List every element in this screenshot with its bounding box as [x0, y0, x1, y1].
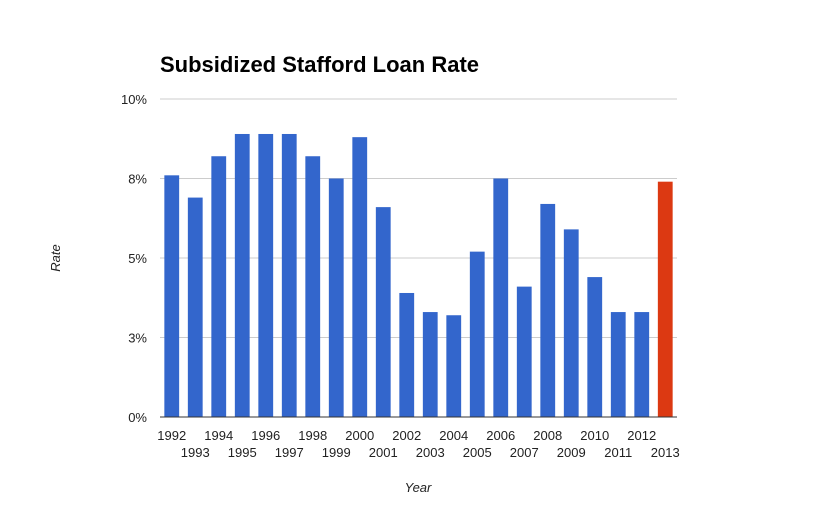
- x-axis-label: Year: [405, 480, 432, 495]
- x-tick-label: 2009: [557, 445, 586, 460]
- y-tick-label: 0%: [128, 410, 147, 425]
- bar-1994: [211, 156, 227, 418]
- bar-2013: [657, 181, 673, 417]
- x-tick-label: 2012: [627, 428, 656, 443]
- chart-title: Subsidized Stafford Loan Rate: [160, 52, 479, 77]
- x-tick-label: 1993: [181, 445, 210, 460]
- y-axis-ticks: 0% 3% 5% 8% 10%: [121, 92, 147, 425]
- x-tick-label: 2003: [416, 445, 445, 460]
- bar-1995: [234, 133, 250, 418]
- x-tick-label: 1996: [251, 428, 280, 443]
- bar-1997: [281, 133, 297, 418]
- y-tick-label: 10%: [121, 92, 147, 107]
- bar-1999: [328, 178, 344, 417]
- bar-2009: [563, 229, 579, 417]
- y-tick-label: 3%: [128, 331, 147, 346]
- x-tick-label: 2005: [463, 445, 492, 460]
- x-tick-label: 2008: [533, 428, 562, 443]
- x-tick-label: 1997: [275, 445, 304, 460]
- bar-2012: [634, 312, 650, 417]
- bar-1992: [164, 175, 180, 417]
- x-axis-ticks: 1992 1993 1994 1995 1996 1997 1998 1999 2000 2001…: [157, 428, 679, 460]
- x-tick-label: 2000: [345, 428, 374, 443]
- bar-2003: [422, 312, 438, 417]
- bar-2000: [352, 137, 368, 417]
- bar-2001: [375, 207, 391, 417]
- x-tick-label: 2011: [604, 445, 632, 460]
- bar-2007: [516, 286, 532, 417]
- x-tick-label: 1992: [157, 428, 186, 443]
- x-tick-label: 2001: [369, 445, 398, 460]
- bar-2004: [446, 315, 462, 417]
- bar-1993: [187, 197, 203, 417]
- y-axis-label: Rate: [48, 244, 63, 271]
- x-tick-label: 1998: [298, 428, 327, 443]
- bar-1996: [258, 133, 274, 418]
- bar-2005: [469, 251, 485, 417]
- bar-2002: [399, 292, 415, 417]
- x-tick-label: 2007: [510, 445, 539, 460]
- bar-1998: [305, 156, 321, 418]
- y-tick-label: 5%: [128, 251, 147, 266]
- bar-2008: [540, 203, 556, 417]
- x-tick-label: 1994: [204, 428, 233, 443]
- bar-2006: [493, 178, 509, 417]
- x-tick-label: 2002: [392, 428, 421, 443]
- x-tick-label: 1999: [322, 445, 351, 460]
- x-tick-label: 2010: [580, 428, 609, 443]
- x-tick-label: 2006: [486, 428, 515, 443]
- x-tick-label: 1995: [228, 445, 257, 460]
- x-tick-label: 2004: [439, 428, 468, 443]
- bar-2010: [587, 277, 603, 417]
- y-tick-label: 8%: [128, 172, 147, 187]
- x-tick-label: 2013: [651, 445, 680, 460]
- bars: [164, 133, 673, 418]
- bar-2011: [610, 312, 626, 417]
